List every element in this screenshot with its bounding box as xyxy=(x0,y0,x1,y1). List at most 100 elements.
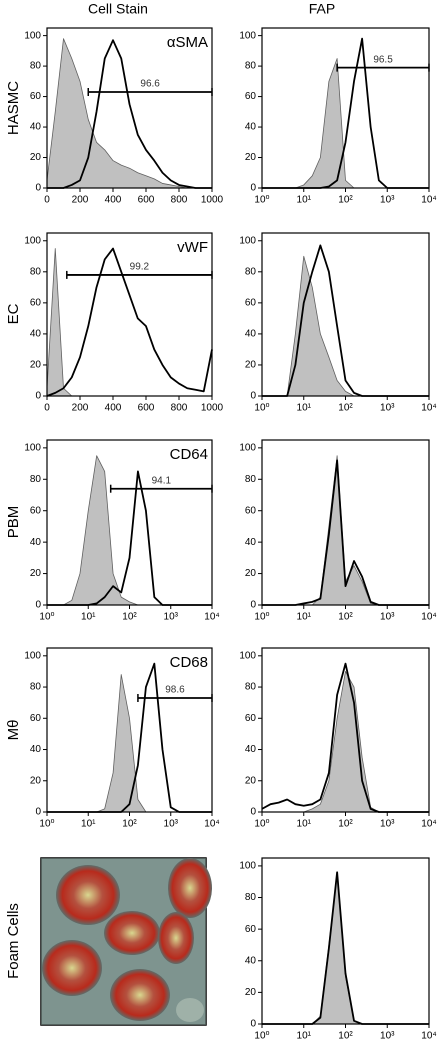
x-tick-label: 10⁰ xyxy=(39,819,54,830)
x-tick-label: 0 xyxy=(44,403,50,414)
y-tick-label: 60 xyxy=(30,505,42,516)
y-tick-label: 0 xyxy=(35,391,41,402)
y-tick-label: 20 xyxy=(245,152,257,163)
x-tick-label: 10¹ xyxy=(297,819,312,830)
y-tick-label: 100 xyxy=(239,442,256,453)
x-tick-label: 800 xyxy=(171,403,188,414)
gate-value: 99.2 xyxy=(130,262,150,273)
y-tick-label: 40 xyxy=(30,329,42,340)
gate-value: 94.1 xyxy=(152,475,172,486)
y-tick-label: 0 xyxy=(35,807,41,818)
plot-frame xyxy=(46,27,213,189)
y-tick-label: 60 xyxy=(245,713,257,724)
y-tick-label: 0 xyxy=(250,391,256,402)
filled-histogram xyxy=(46,38,213,189)
x-tick-label: 10⁴ xyxy=(421,1031,436,1039)
y-tick-label: 20 xyxy=(30,775,42,786)
y-tick-label: 40 xyxy=(245,955,257,966)
x-tick-label: 10¹ xyxy=(297,195,312,206)
y-tick-label: 100 xyxy=(24,30,41,41)
x-tick-label: 10³ xyxy=(164,612,179,623)
x-tick-label: 10¹ xyxy=(297,1031,312,1039)
y-tick-label: 60 xyxy=(30,713,42,724)
y-tick-label: 40 xyxy=(30,744,42,755)
x-tick-label: 10³ xyxy=(380,195,395,206)
x-tick-label: 10² xyxy=(338,612,353,623)
marker-label: CD64 xyxy=(170,446,208,463)
y-tick-label: 80 xyxy=(245,892,257,903)
x-tick-label: 10² xyxy=(122,612,137,623)
x-tick-label: 1000 xyxy=(201,195,224,206)
y-tick-label: 20 xyxy=(30,360,42,371)
y-tick-label: 40 xyxy=(30,537,42,548)
x-tick-label: 10³ xyxy=(380,1031,395,1039)
x-tick-label: 10⁰ xyxy=(254,195,269,206)
y-tick-label: 40 xyxy=(245,744,257,755)
x-tick-label: 10³ xyxy=(380,819,395,830)
y-tick-label: 0 xyxy=(250,807,256,818)
x-tick-label: 400 xyxy=(105,195,122,206)
plot-frame xyxy=(261,439,430,606)
row-label: PBM xyxy=(5,506,22,539)
y-tick-label: 100 xyxy=(24,650,41,661)
x-tick-label: 10² xyxy=(338,403,353,414)
x-tick-label: 10⁰ xyxy=(254,403,269,414)
y-tick-label: 60 xyxy=(245,91,257,102)
x-tick-label: 10² xyxy=(122,819,137,830)
x-tick-label: 10² xyxy=(338,1031,353,1039)
y-tick-label: 60 xyxy=(245,924,257,935)
y-tick-label: 80 xyxy=(30,682,42,693)
histogram-line xyxy=(262,459,429,606)
x-tick-label: 10⁰ xyxy=(39,612,54,623)
y-tick-label: 20 xyxy=(245,568,257,579)
x-tick-label: 200 xyxy=(72,403,89,414)
y-tick-label: 100 xyxy=(239,650,256,661)
x-tick-label: 10³ xyxy=(380,612,395,623)
y-tick-label: 0 xyxy=(35,600,41,611)
x-tick-label: 10⁴ xyxy=(421,403,436,414)
gate-value: 96.6 xyxy=(140,79,160,90)
row-label: HASMC xyxy=(5,81,22,135)
marker-label: αSMA xyxy=(167,34,208,51)
y-tick-label: 80 xyxy=(245,61,257,72)
x-tick-label: 600 xyxy=(138,195,155,206)
y-tick-label: 20 xyxy=(30,152,42,163)
row-label: Foam Cells xyxy=(5,903,22,979)
x-tick-label: 10³ xyxy=(380,403,395,414)
y-tick-label: 100 xyxy=(239,30,256,41)
x-tick-label: 200 xyxy=(72,195,89,206)
filled-histogram xyxy=(261,58,430,189)
x-tick-label: 10⁴ xyxy=(204,612,219,623)
filled-histogram xyxy=(261,873,430,1025)
gate-value: 96.5 xyxy=(373,54,393,65)
x-tick-label: 10⁰ xyxy=(254,612,269,623)
y-tick-label: 80 xyxy=(30,266,42,277)
y-tick-label: 80 xyxy=(30,61,42,72)
x-tick-label: 10² xyxy=(338,195,353,206)
y-tick-label: 20 xyxy=(30,568,42,579)
filled-histogram xyxy=(46,455,213,606)
plot-frame xyxy=(46,232,213,397)
histogram-line xyxy=(47,39,212,189)
y-tick-label: 80 xyxy=(245,266,257,277)
y-tick-label: 0 xyxy=(35,183,41,194)
x-tick-label: 10⁴ xyxy=(421,195,436,206)
column-header: FAP xyxy=(309,1,335,17)
x-tick-label: 10² xyxy=(338,819,353,830)
y-tick-label: 60 xyxy=(245,505,257,516)
y-tick-label: 100 xyxy=(239,235,256,246)
y-tick-label: 20 xyxy=(245,360,257,371)
plot-frame xyxy=(261,232,430,397)
x-tick-label: 1000 xyxy=(201,403,224,414)
y-tick-label: 0 xyxy=(250,1019,256,1030)
column-header: Cell Stain xyxy=(88,1,148,17)
y-tick-label: 40 xyxy=(245,329,257,340)
y-tick-label: 60 xyxy=(245,297,257,308)
plot-frame xyxy=(46,439,213,606)
x-tick-label: 10¹ xyxy=(297,612,312,623)
x-tick-label: 0 xyxy=(44,195,50,206)
y-tick-label: 0 xyxy=(250,600,256,611)
row-label: EC xyxy=(5,303,22,324)
y-tick-label: 100 xyxy=(24,442,41,453)
x-tick-label: 10⁴ xyxy=(421,612,436,623)
